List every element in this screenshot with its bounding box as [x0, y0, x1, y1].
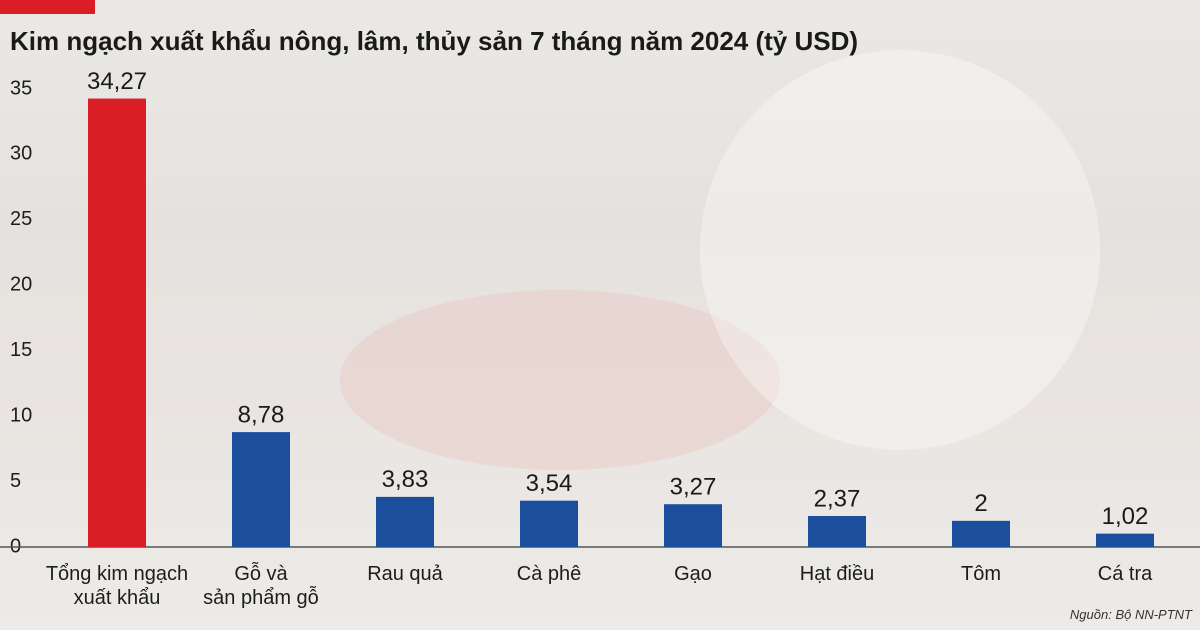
- bar: [664, 504, 722, 547]
- value-label: 2,37: [814, 485, 861, 512]
- y-tick-label: 15: [10, 339, 32, 361]
- y-tick-label: 20: [10, 274, 32, 296]
- chart-title: Kim ngạch xuất khẩu nông, lâm, thủy sản …: [10, 26, 858, 56]
- background-shape: [700, 50, 1100, 450]
- bar: [808, 515, 866, 547]
- y-tick-label: 25: [10, 208, 32, 230]
- bar: [1096, 533, 1154, 547]
- x-tick-label: Cá tra: [1097, 563, 1153, 585]
- value-label: 34,27: [87, 68, 147, 95]
- value-label: 3,27: [670, 474, 717, 501]
- x-tick-label: Gỗ và sản phẩm gỗ: [203, 563, 319, 609]
- value-label: 3,54: [526, 470, 573, 497]
- y-tick-label: 35: [10, 77, 32, 99]
- x-tick-label: Rau quả: [367, 563, 443, 585]
- x-tick-label: Tổng kim ngạch xuất khẩu: [45, 563, 189, 609]
- source-note: Nguồn: Bộ NN-PTNT: [1069, 607, 1192, 622]
- value-label: 1,02: [1102, 503, 1149, 530]
- bar: [952, 520, 1010, 547]
- value-label: 8,78: [238, 401, 285, 428]
- y-tick-label: 30: [10, 143, 32, 165]
- x-tick-label: Hạt điều: [799, 563, 875, 585]
- accent-bar: [0, 0, 95, 14]
- bar: [520, 500, 578, 547]
- y-tick-label: 10: [10, 404, 32, 426]
- bar: [376, 496, 434, 547]
- value-label: 2: [974, 490, 987, 517]
- bar: [88, 98, 146, 547]
- x-tick-label: Tôm: [961, 563, 1001, 585]
- value-label: 3,83: [382, 466, 429, 493]
- x-tick-label: Cà phê: [516, 563, 582, 585]
- background-shape: [340, 290, 780, 470]
- y-tick-label: 5: [10, 470, 21, 492]
- bar: [232, 432, 290, 547]
- x-tick-label: Gạo: [674, 563, 712, 585]
